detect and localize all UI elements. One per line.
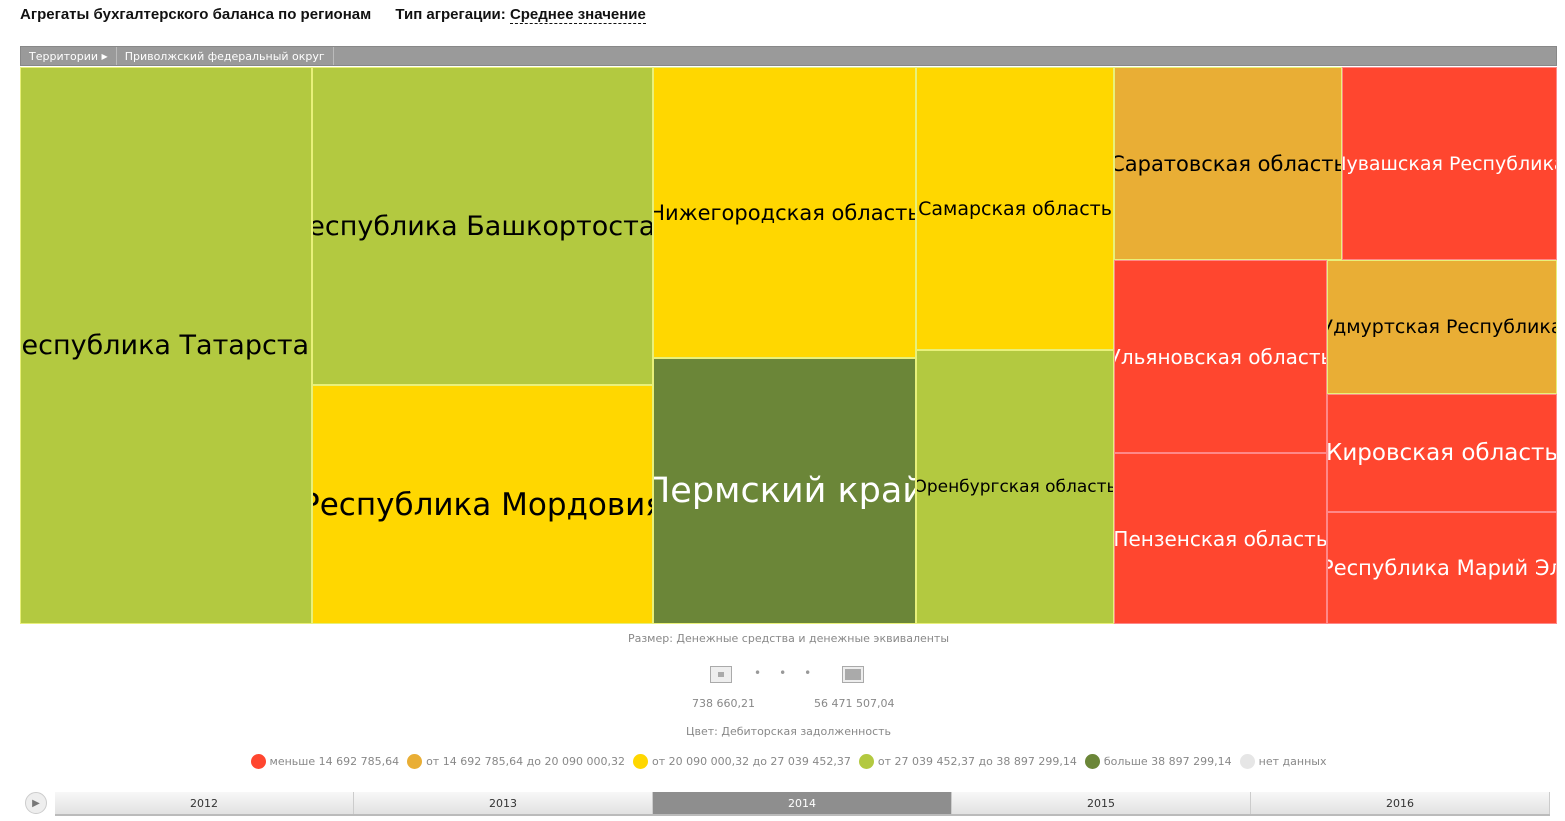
- breadcrumb-district[interactable]: Приволжский федеральный округ: [117, 47, 334, 65]
- tile-chuvashia[interactable]: Чувашская Республика: [1342, 67, 1557, 260]
- size-dots: •••: [754, 666, 830, 680]
- tile-penza[interactable]: Пензенская область: [1114, 453, 1327, 624]
- tile-orenburg[interactable]: Оренбургская область: [916, 350, 1114, 624]
- legend-dot-icon: [250, 754, 266, 769]
- aggregation-label: Тип агрегации:: [395, 6, 506, 23]
- legend-dot-icon: [1239, 754, 1255, 769]
- legend-item: от 20 090 000,32 до 27 039 452,37: [632, 754, 851, 769]
- timeline-year-2016[interactable]: 2016: [1251, 792, 1550, 814]
- legend-label: больше 38 897 299,14: [1103, 755, 1232, 768]
- timeline-year-2015[interactable]: 2015: [952, 792, 1251, 814]
- size-max: 56 471 507,04: [814, 697, 895, 710]
- legend-dot-icon: [1084, 754, 1100, 769]
- tile-saratov[interactable]: Саратовская область: [1114, 67, 1342, 260]
- tile-mari-el[interactable]: Республика Марий Эл: [1327, 512, 1557, 624]
- play-icon: ▶: [32, 797, 40, 809]
- legend-label: от 27 039 452,37 до 38 897 299,14: [877, 755, 1077, 768]
- color-legend-title: Цвет: Дебиторская задолженность: [685, 725, 892, 738]
- legend-label: от 14 692 785,64 до 20 090 000,32: [426, 755, 625, 768]
- tile-kirov[interactable]: Кировская область: [1327, 394, 1557, 512]
- legend-label: от 20 090 000,32 до 27 039 452,37: [651, 755, 851, 768]
- timeline-year-2014[interactable]: 2014: [653, 792, 952, 814]
- tile-nizhny-novgorod[interactable]: Нижегородская область: [653, 67, 916, 358]
- legend-item: нет данных: [1239, 754, 1327, 769]
- legend-item: меньше 14 692 785,64: [250, 754, 400, 769]
- play-button[interactable]: ▶: [25, 792, 47, 814]
- aggregation-type-selector[interactable]: Среднее значение: [509, 6, 646, 24]
- tile-mordovia[interactable]: Республика Мордовия: [312, 385, 653, 624]
- legend-label: меньше 14 692 785,64: [269, 755, 400, 768]
- size-min: 738 660,21: [692, 697, 755, 710]
- legend-dot-icon: [632, 754, 648, 769]
- legend-item: больше 38 897 299,14: [1084, 754, 1232, 769]
- color-legend: меньше 14 692 785,64 от 14 692 785,64 до…: [0, 754, 1565, 769]
- chevron-right-icon: ▶: [101, 51, 108, 61]
- header: Агрегаты бухгалтерского баланса по регио…: [20, 6, 646, 24]
- page-title: Агрегаты бухгалтерского баланса по регио…: [20, 6, 372, 23]
- timeline: 2012 2013 2014 2015 2016: [55, 792, 1550, 816]
- legend-dot-icon: [858, 754, 874, 769]
- timeline-year-2012[interactable]: 2012: [55, 792, 354, 814]
- breadcrumb-territories[interactable]: Территории ▶: [21, 47, 117, 65]
- breadcrumb: Территории ▶ Приволжский федеральный окр…: [20, 46, 1557, 66]
- tile-bashkortostan[interactable]: Республика Башкортостан: [312, 67, 653, 385]
- legend-label: нет данных: [1258, 755, 1327, 768]
- legend-dot-icon: [407, 754, 423, 769]
- tile-perm[interactable]: Пермский край: [653, 358, 916, 624]
- breadcrumb-label: Территории: [29, 49, 99, 63]
- tile-ulyanovsk[interactable]: Ульяновская область: [1114, 260, 1327, 453]
- size-legend-title: Размер: Денежные средства и денежные экв…: [627, 632, 950, 645]
- legend-item: от 14 692 785,64 до 20 090 000,32: [407, 754, 625, 769]
- legend-item: от 27 039 452,37 до 38 897 299,14: [858, 754, 1077, 769]
- small-size-icon: [710, 666, 732, 683]
- large-size-icon: [842, 666, 864, 683]
- tile-udmurtia[interactable]: Удмуртская Республика: [1327, 260, 1557, 394]
- tile-samara[interactable]: Самарская область: [916, 67, 1114, 350]
- tile-tatarstan[interactable]: Республика Татарстан: [20, 67, 312, 624]
- timeline-year-2013[interactable]: 2013: [354, 792, 653, 814]
